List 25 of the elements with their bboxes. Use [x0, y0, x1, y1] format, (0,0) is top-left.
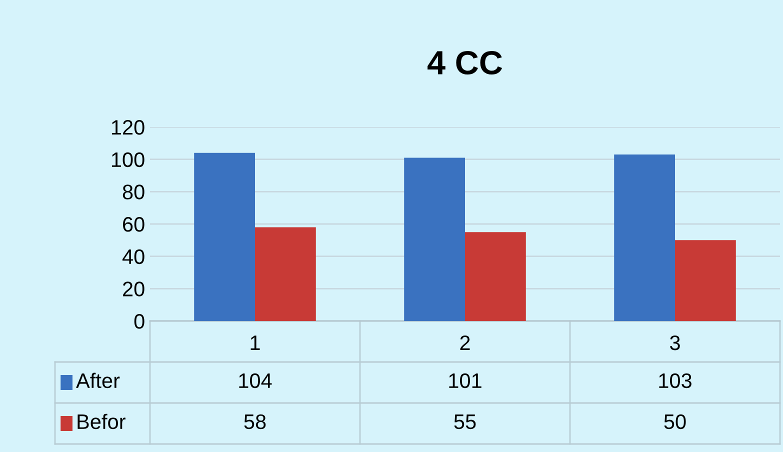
x-tick-label: 1	[250, 336, 260, 350]
data-label: 58	[244, 414, 266, 430]
y-tick-label: 40	[122, 249, 144, 264]
x-tick-label: 2	[460, 335, 470, 350]
chart-title: 4 CC	[428, 50, 502, 75]
data-label: 103	[659, 373, 692, 388]
y-tick-label: 60	[123, 217, 144, 232]
bar	[255, 227, 316, 321]
data-label: 55	[454, 414, 476, 430]
y-tick-label: 20	[123, 282, 144, 296]
y-tick-label: 120	[112, 120, 144, 135]
y-tick-label: 0	[134, 314, 144, 329]
bar	[194, 152, 255, 321]
bar	[614, 154, 675, 321]
data-label: 101	[449, 373, 482, 388]
bar	[675, 240, 736, 321]
y-tick-label: 80	[122, 184, 144, 200]
y-tick-label: 100	[112, 152, 144, 168]
bar	[404, 158, 465, 321]
data-label: 50	[664, 414, 686, 430]
data-label: 104	[239, 373, 272, 388]
legend-label: After	[76, 372, 120, 388]
x-tick-label: 3	[670, 335, 680, 350]
bar	[465, 232, 526, 321]
legend-label: Befor	[78, 414, 126, 430]
